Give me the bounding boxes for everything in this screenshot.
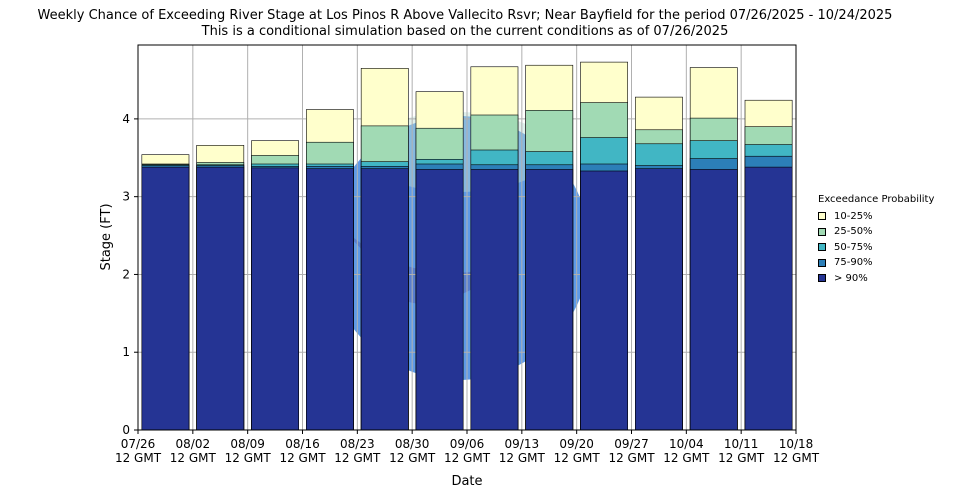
x-tick-label: 08/09 12 GMT: [225, 437, 272, 465]
x-tick-label: 09/13 12 GMT: [499, 437, 546, 465]
legend-swatch: [818, 212, 826, 221]
x-tick-label: 10/04 12 GMT: [663, 437, 710, 465]
chart-subtitle: This is a conditional simulation based o…: [201, 24, 729, 39]
x-tick-label: 10/11 12 GMT: [718, 437, 765, 465]
legend-title: Exceedance Probability: [818, 194, 935, 205]
x-tick-label: 08/30 12 GMT: [389, 437, 436, 465]
y-tick-label: 2: [122, 267, 130, 281]
x-tick-label: 08/23 12 GMT: [334, 437, 381, 465]
bar-90-1: [196, 166, 245, 431]
bar-90-6: [470, 169, 519, 431]
legend-label: 75-90%: [834, 257, 873, 268]
legend-label: 10-25%: [834, 210, 873, 222]
bar-90-5: [415, 169, 464, 431]
legend-item: > 90%: [818, 271, 934, 287]
legend-item: 50-75%: [818, 240, 934, 256]
legend-label: 50-75%: [834, 241, 873, 253]
legend-item: 75-90%: [818, 255, 934, 271]
bar-90-9: [635, 168, 683, 431]
y-axis: 0 1 2 3 4: [122, 112, 138, 437]
x-axis-label: Date: [451, 474, 482, 489]
bar-90-8: [580, 170, 628, 431]
legend-label: > 90%: [834, 272, 868, 284]
legend-swatch: [818, 227, 826, 236]
x-tick-label: 07/26 12 GMT: [115, 437, 162, 465]
legend-label: 25-50%: [834, 226, 873, 237]
chart-title-block: Weekly Chance of Exceeding River Stage a…: [0, 8, 930, 40]
x-tick-label: 10/18 12 GMT: [773, 437, 820, 465]
bar-90-11: [744, 166, 793, 431]
bar-90-3: [306, 168, 354, 431]
x-tick-label: 09/06 12 GMT: [444, 437, 491, 465]
chart-title: Weekly Chance of Exceeding River Stage a…: [37, 8, 893, 23]
bars-group: [141, 61, 793, 431]
y-tick-label: 4: [122, 112, 130, 126]
x-tick-label: 08/02 12 GMT: [170, 437, 217, 465]
bar-90-2: [251, 167, 299, 431]
legend-swatch: [818, 274, 826, 283]
bar-90-4: [360, 168, 409, 431]
y-axis-label: Stage (FT): [99, 203, 114, 270]
legend-swatch: [818, 243, 826, 252]
y-tick-label: 3: [122, 190, 130, 204]
bar-90-0: [141, 166, 190, 431]
legend-item: 10-25%: [818, 209, 934, 225]
legend-item: 25-50%: [818, 224, 934, 240]
x-tick-label: 09/20 12 GMT: [554, 437, 601, 465]
legend-swatch: [818, 258, 826, 267]
x-tick-label: 09/27 12 GMT: [608, 437, 655, 465]
grid-lines: [137, 45, 797, 431]
legend-items: 10-25% 25-50% 50-75% 75-90% > 90%: [818, 209, 934, 287]
x-tick-label: 08/16 12 GMT: [279, 437, 326, 465]
bar-90-10: [689, 169, 738, 431]
legend: Exceedance Probability 10-25% 25-50% 50-75…: [818, 192, 934, 286]
y-tick-label: 1: [122, 345, 130, 359]
y-tick-label: 0: [122, 423, 130, 437]
bar-90-7: [525, 169, 574, 431]
